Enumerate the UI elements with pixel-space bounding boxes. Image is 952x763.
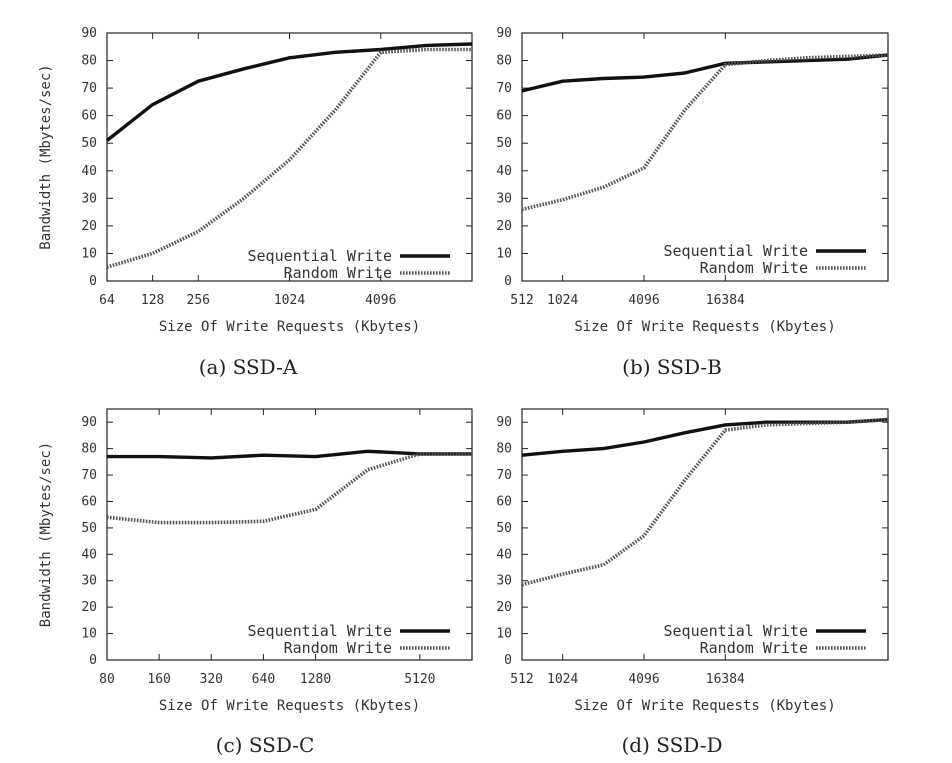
plot-frame [521, 408, 889, 661]
series-sequential-write [521, 417, 889, 457]
x-tick-label: 640 [252, 672, 275, 687]
y-tick-label: 0 [89, 274, 97, 289]
x-tick-label: 512 [510, 672, 533, 687]
legend-label-sequential: Sequential Write [248, 247, 393, 265]
legend-label-sequential: Sequential Write [664, 622, 809, 640]
x-tick-label: 80 [99, 672, 115, 687]
y-tick-label: 60 [496, 109, 512, 124]
x-tick-label: 1280 [300, 672, 331, 687]
y-tick-label: 80 [496, 54, 512, 69]
y-axis-label: Bandwidth (Mbytes/sec) [38, 442, 54, 627]
x-tick-label: 256 [187, 293, 210, 308]
series-random-write [521, 53, 889, 212]
y-tick-label: 30 [496, 574, 512, 589]
x-axis-label: Size Of Write Requests (Kbytes) [574, 698, 835, 714]
x-tick-label: 1024 [547, 672, 578, 687]
y-tick-label: 60 [81, 109, 97, 124]
legend-label-random: Random Write [700, 259, 808, 277]
y-tick-label: 20 [496, 600, 512, 615]
x-tick-label: 128 [141, 293, 164, 308]
y-tick-label: 90 [496, 26, 512, 41]
x-tick-label: 1024 [274, 293, 305, 308]
y-tick-label: 90 [81, 26, 97, 41]
chart-caption: (a) SSD-A [199, 355, 298, 379]
y-tick-label: 70 [81, 81, 97, 96]
chart-a: 0 10 20 30 40 50 60 70 80 90 64 128 256 1024 4096 Size … [38, 26, 473, 379]
y-tick-label: 0 [89, 653, 97, 668]
y-tick-label: 90 [81, 415, 97, 430]
x-tick-label: 4096 [628, 293, 659, 308]
series-random-write [106, 452, 472, 525]
series-sequential-write [105, 42, 473, 142]
chart-b: 0 10 20 30 40 50 60 70 80 90 512 1024 4096 16384 Size … [496, 26, 889, 379]
y-axis-label: Bandwidth (Mbytes/sec) [38, 64, 54, 249]
series-sequential-write [521, 53, 889, 93]
chart-d: 0 10 20 30 40 50 60 70 80 90 512 1024 4096 16384 Size … [496, 408, 889, 757]
y-tick-label: 60 [81, 494, 97, 509]
chart-caption: (c) SSD-C [216, 733, 315, 757]
y-tick-label: 10 [81, 627, 97, 642]
y-tick-label: 50 [81, 136, 97, 151]
x-tick-label: 320 [200, 672, 223, 687]
chart-c: 0 10 20 30 40 50 60 70 80 90 80 160 320 640 1280 5120 Si… [38, 408, 473, 757]
x-tick-label: 160 [147, 672, 170, 687]
series-random-write [521, 417, 889, 587]
x-tick-label: 512 [510, 293, 533, 308]
legend-label-random: Random Write [284, 264, 392, 282]
chart-caption: (b) SSD-B [622, 355, 722, 379]
y-tick-label: 60 [496, 494, 512, 509]
x-axis-label: Size Of Write Requests (Kbytes) [574, 319, 835, 335]
y-tick-label: 50 [496, 136, 512, 151]
y-tick-label: 90 [496, 415, 512, 430]
y-tick-label: 30 [496, 191, 512, 206]
x-tick-label: 64 [99, 293, 115, 308]
y-tick-label: 40 [496, 547, 512, 562]
y-tick-label: 80 [81, 442, 97, 457]
legend-label-sequential: Sequential Write [664, 242, 809, 260]
y-tick-label: 70 [496, 81, 512, 96]
y-tick-label: 50 [81, 521, 97, 536]
y-tick-label: 10 [81, 246, 97, 261]
y-tick-label: 20 [496, 219, 512, 234]
plot-frame [106, 408, 473, 661]
chart-caption: (d) SSD-D [621, 733, 722, 757]
y-tick-label: 80 [496, 442, 512, 457]
y-tick-label: 0 [504, 274, 512, 289]
y-tick-label: 20 [81, 219, 97, 234]
y-tick-label: 30 [81, 191, 97, 206]
x-tick-label: 4096 [628, 672, 659, 687]
y-tick-label: 0 [504, 653, 512, 668]
x-axis-label: Size Of Write Requests (Kbytes) [159, 698, 420, 714]
y-tick-label: 40 [81, 547, 97, 562]
y-tick-label: 40 [81, 164, 97, 179]
x-tick-label: 16384 [706, 293, 745, 308]
legend-label-random: Random Write [284, 639, 392, 657]
y-tick-label: 40 [496, 164, 512, 179]
x-axis-label: Size Of Write Requests (Kbytes) [159, 319, 420, 335]
y-tick-label: 70 [81, 468, 97, 483]
y-tick-label: 80 [81, 54, 97, 69]
x-tick-label: 4096 [365, 293, 396, 308]
legend-label-sequential: Sequential Write [248, 622, 393, 640]
y-tick-label: 30 [81, 574, 97, 589]
y-tick-label: 10 [496, 246, 512, 261]
series-random-write [106, 47, 472, 269]
series-sequential-write [107, 449, 472, 460]
x-tick-label: 1024 [547, 293, 578, 308]
x-tick-label: 16384 [706, 672, 745, 687]
y-tick-label: 70 [496, 468, 512, 483]
y-tick-label: 50 [496, 521, 512, 536]
y-tick-label: 20 [81, 600, 97, 615]
plot-frame [106, 32, 473, 282]
plot-frame [521, 32, 889, 282]
y-tick-label: 10 [496, 627, 512, 642]
legend-label-random: Random Write [700, 639, 808, 657]
x-tick-label: 5120 [404, 672, 435, 687]
